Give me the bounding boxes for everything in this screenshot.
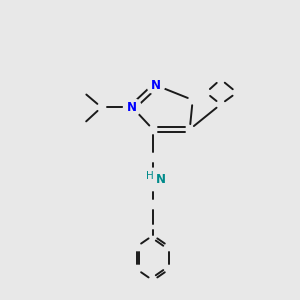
Circle shape <box>124 98 141 116</box>
Text: H: H <box>146 171 153 181</box>
Circle shape <box>142 168 164 190</box>
Text: N: N <box>151 79 161 92</box>
Circle shape <box>147 76 165 94</box>
Text: N: N <box>156 173 166 186</box>
Text: N: N <box>127 101 137 114</box>
